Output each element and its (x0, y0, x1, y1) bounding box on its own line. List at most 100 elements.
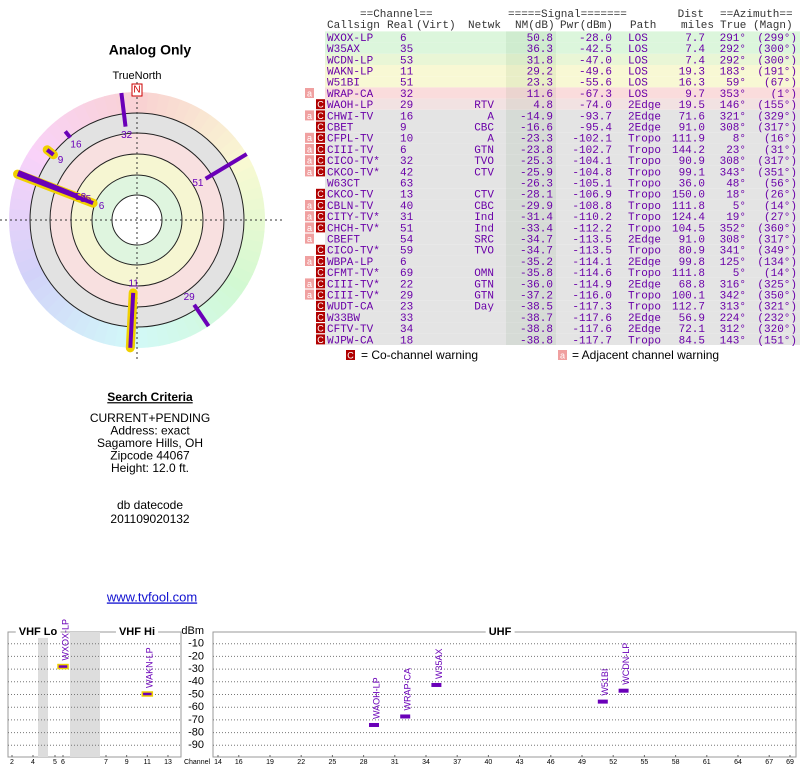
cell: CICO-TV* (327, 246, 380, 258)
group-header: ==Channel== (360, 9, 433, 21)
cell: 33 (400, 313, 413, 325)
row-bg (325, 188, 800, 200)
cell: WXOX-LP (327, 33, 374, 45)
cell: 32 (400, 156, 413, 168)
stick (128, 292, 136, 348)
cell: 308° (720, 123, 746, 135)
cell: 2Edge (628, 324, 661, 336)
cell: CBET (327, 123, 354, 135)
cell: LOS (628, 67, 648, 79)
cell: 72.1 (679, 324, 706, 336)
x-tick-label: 58 (672, 759, 680, 766)
cell: WJPW-CA (327, 335, 374, 347)
x-tick-label: 4 (31, 759, 35, 766)
cell: LOS (628, 44, 648, 56)
nm-shade (506, 333, 556, 345)
cell: 59° (726, 78, 746, 90)
cell: 99.8 (679, 257, 705, 269)
cell: -49.6 (579, 67, 612, 79)
cell: -28.1 (520, 190, 553, 202)
cell: 9.7 (685, 89, 705, 101)
cell: CIII-TV* (327, 279, 380, 291)
x-tick-label: 28 (360, 759, 368, 766)
cell: 312° (720, 324, 746, 336)
warn-mark: a (307, 88, 312, 98)
column-header: Real (387, 20, 413, 32)
signal-label: WAKN-LP (145, 647, 155, 688)
cell: 2Edge (628, 279, 661, 291)
cell: Tropo (628, 335, 661, 347)
cell: -35.8 (520, 268, 553, 280)
band-label: VHF Lo (19, 626, 58, 638)
cell: -25.9 (520, 167, 553, 179)
cell: 29.2 (527, 67, 553, 79)
warn-box (316, 132, 325, 143)
y-tick-label: -10 (188, 638, 204, 650)
x-tick-label: 31 (391, 759, 399, 766)
cell: 63 (400, 179, 413, 191)
warn-mark: a (307, 223, 312, 233)
cell: Tropo (628, 134, 661, 146)
warn-mark: C (317, 212, 324, 222)
cell: 84.5 (679, 335, 705, 347)
north-label: TrueNorth (112, 70, 161, 82)
cell: WAOH-LP (327, 100, 374, 112)
cell: 7.4 (685, 55, 705, 67)
x-tick-label: 37 (453, 759, 461, 766)
stick-label: 11 (128, 279, 139, 290)
warn-mark: a (307, 234, 312, 244)
warn-mark: a (307, 133, 312, 143)
column-header: Callsign (327, 20, 380, 32)
cell: -113.5 (572, 246, 612, 258)
band-label: VHF Hi (119, 626, 155, 638)
cell: Tropo (628, 145, 661, 157)
cell: -117.6 (572, 324, 612, 336)
cell: (299°) (757, 33, 797, 45)
cell: Tropo (628, 190, 661, 202)
signal-label: W51BI (600, 669, 610, 696)
cell: W63CT (327, 179, 360, 191)
cell: Tropo (628, 167, 661, 179)
warn-box (316, 278, 325, 289)
cell: 90.9 (679, 156, 705, 168)
stick-label: 6 (99, 201, 105, 212)
cell: CBLN-TV (327, 201, 374, 213)
y-tick-label: -70 (188, 714, 204, 726)
nm-shade (506, 109, 556, 121)
x-tick-label: 19 (266, 759, 274, 766)
cell: 143° (720, 335, 746, 347)
legend-box (346, 350, 355, 360)
cell: -23.8 (520, 145, 553, 157)
row-bg (325, 300, 800, 312)
cell: 23.3 (527, 78, 553, 90)
cell: (26°) (764, 190, 797, 202)
nm-shade (506, 42, 556, 54)
x-tick-label: 14 (214, 759, 222, 766)
cell: CITY-TV* (327, 212, 380, 224)
cell: LOS (628, 33, 648, 45)
cell: 125° (720, 257, 746, 269)
stick (192, 303, 211, 328)
nm-shade (506, 188, 556, 200)
cell: TVO (474, 246, 494, 258)
cell: 35 (400, 44, 413, 56)
warn-mark: C (317, 100, 324, 110)
cell: 104.5 (672, 223, 705, 235)
cell: -104.1 (572, 156, 612, 168)
cell: 18° (726, 190, 746, 202)
cell: 111.8 (672, 201, 705, 213)
cell: -33.4 (520, 223, 553, 235)
group-header: =====Signal======= (508, 9, 627, 21)
cell: (320°) (757, 324, 797, 336)
warn-box (316, 244, 325, 255)
warn-mark: a (307, 212, 312, 222)
cell: -55.6 (579, 78, 612, 90)
stick (204, 152, 248, 181)
warn-box (316, 334, 325, 345)
row-bg (325, 42, 800, 54)
legend-mark: a (560, 350, 565, 360)
cell: CBEFT (327, 235, 360, 247)
group-header: ==Azimuth== (720, 9, 793, 21)
cell: 80.9 (679, 246, 705, 258)
site-link[interactable]: www.tvfool.com (106, 589, 197, 604)
